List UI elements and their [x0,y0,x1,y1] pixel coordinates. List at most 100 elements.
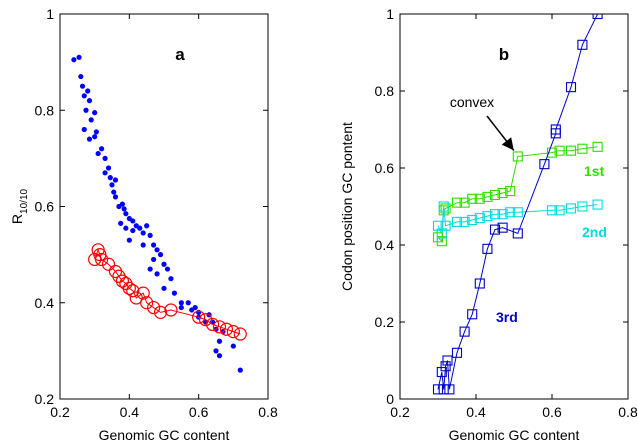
panel-label: b [499,45,509,64]
square-marker [497,209,508,220]
scatter-point [92,134,98,140]
scatter-point [140,230,146,236]
scatter-point [147,232,153,238]
square-marker [565,145,577,156]
circle-marker [101,257,116,271]
y-tick-label: 0.6 [35,199,55,215]
scatter-point [112,194,119,200]
x-tick-label: 0.8 [618,404,638,420]
square-marker [489,209,501,220]
x-tick-label: 0.6 [542,404,562,420]
square-marker [482,211,493,222]
square-marker [577,143,588,154]
y-axis-label-subscript: 10/10 [19,188,30,213]
scatter-point [130,227,136,234]
y-tick-label: 0.8 [35,102,55,118]
square-marker [467,193,478,204]
scatter-point [95,150,101,157]
scatter-point [111,189,117,195]
circle-marker [147,300,161,315]
scatter-point [185,300,191,306]
square-marker [474,213,485,224]
scatter-point [102,170,108,176]
square-marker [432,384,444,395]
circle-marker [94,252,109,267]
y-tick-label: 0.4 [375,237,395,253]
scatter-point [192,304,198,311]
circle-marker [199,312,213,327]
square-marker [539,159,550,170]
annotation-arrow-head [501,137,514,151]
scatter-point [88,117,94,123]
plot-area [432,14,603,395]
square-marker [505,186,516,197]
scatter-point [151,242,157,248]
y-tick-label: 0.8 [375,83,395,99]
axes-box [399,13,629,400]
scatter-point [78,73,84,80]
scatter-point [216,338,223,344]
scatter-point [154,247,160,253]
square-marker [440,220,451,231]
circle-marker [140,296,154,310]
circle-marker [192,310,206,324]
scatter-point [168,276,174,282]
square-marker [546,205,558,216]
scatter-point [121,206,127,212]
scatter-point [119,201,125,207]
scatter-point [178,300,184,306]
annotation-label: convex [450,94,494,110]
series-line-1st [437,146,598,243]
square-marker [451,347,463,358]
scatter-point [164,266,171,272]
scatter-point [216,353,223,359]
square-marker [497,222,508,233]
square-marker [436,236,447,247]
plot-area [71,54,247,373]
series-name-label: 2nd [582,224,607,240]
square-marker [438,384,449,395]
scatter-point [93,129,99,135]
x-axis-label: Genomic GC content [99,427,230,443]
square-marker [474,193,485,204]
square-marker [554,205,565,216]
circle-marker [205,317,220,332]
square-marker [451,216,463,227]
scatter-point [137,225,143,231]
square-marker [438,201,449,212]
scatter-point [126,237,132,243]
square-marker [459,326,470,337]
square-marker [467,309,478,320]
scatter-point [237,367,243,373]
square-marker [554,145,565,156]
square-marker [451,197,463,208]
y-tick-label: 0.4 [35,295,55,311]
square-marker [592,199,603,210]
square-marker [577,201,588,212]
x-tick-label: 0.6 [189,404,209,420]
square-marker [432,220,444,231]
circle-marker [153,305,168,319]
y-axis-label: Codon position GC pontent [339,122,355,291]
scatter-point [157,252,164,258]
square-marker [489,189,501,200]
square-marker [489,224,501,235]
scatter-point [86,98,93,104]
square-marker [459,197,470,208]
scatter-point [230,343,236,349]
scatter-point [76,54,82,60]
y-tick-label: 0.2 [35,391,55,407]
scatter-point [81,93,87,99]
series-line-2nd [437,204,598,236]
square-marker [592,141,603,152]
x-tick-label: 0.4 [120,404,140,420]
y-tick-label: 0.6 [375,160,395,176]
scatter-point [213,348,219,354]
scatter-point [81,126,87,133]
square-marker [459,216,470,227]
scatter-point [99,146,105,152]
square-marker [512,228,523,239]
circle-marker [164,303,178,317]
scatter-point [144,223,150,229]
y-tick-label: 0 [386,391,394,407]
